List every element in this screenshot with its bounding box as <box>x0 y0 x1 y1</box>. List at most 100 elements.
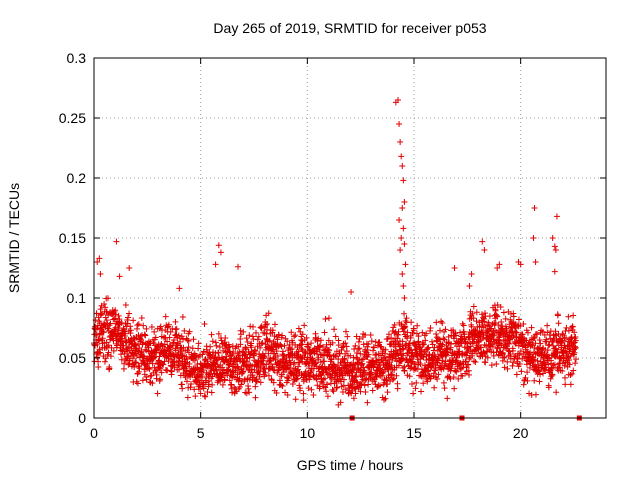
data-point <box>532 259 539 265</box>
data-point <box>284 338 291 345</box>
data-point <box>324 393 331 400</box>
data-point <box>274 352 281 359</box>
data-point <box>96 337 103 344</box>
data-point <box>191 367 198 374</box>
data-point <box>208 355 215 362</box>
data-point <box>517 322 524 329</box>
data-point <box>125 344 132 351</box>
data-point <box>396 217 403 223</box>
data-point <box>359 360 366 367</box>
data-point <box>281 342 288 349</box>
data-point <box>314 338 321 345</box>
data-point <box>165 321 172 328</box>
data-point <box>410 390 417 397</box>
data-point <box>501 354 508 361</box>
data-point <box>168 368 175 375</box>
data-point <box>203 346 210 353</box>
data-point <box>364 343 371 350</box>
data-point <box>249 333 256 340</box>
data-point <box>130 317 137 324</box>
data-point <box>543 338 550 345</box>
data-point <box>466 339 473 346</box>
data-point <box>94 325 101 332</box>
data-point <box>365 341 372 348</box>
data-point <box>473 318 480 325</box>
data-point <box>489 343 496 350</box>
data-point <box>524 329 531 336</box>
data-point <box>520 320 527 327</box>
data-point <box>269 364 276 371</box>
data-point <box>184 337 191 344</box>
data-point <box>257 344 264 351</box>
data-point <box>225 344 232 351</box>
data-point <box>387 378 394 385</box>
data-point <box>201 320 208 327</box>
data-point <box>154 390 161 397</box>
data-point <box>315 354 322 361</box>
y-tick-label: 0.2 <box>67 170 87 186</box>
data-point <box>97 306 104 313</box>
data-point <box>451 265 458 271</box>
data-point <box>433 331 440 338</box>
data-point <box>435 354 442 361</box>
x-tick-labels: 0 5 10 15 20 <box>90 425 529 441</box>
data-point <box>401 241 408 247</box>
data-point <box>295 325 302 332</box>
data-point <box>424 376 431 383</box>
data-point <box>403 356 410 363</box>
data-point <box>506 340 513 347</box>
data-point <box>549 372 556 379</box>
data-point <box>105 325 112 332</box>
data-point <box>289 381 296 388</box>
data-point <box>262 369 269 376</box>
data-point <box>164 338 171 345</box>
data-point <box>270 379 277 386</box>
data-point <box>544 347 551 354</box>
data-point <box>351 373 358 380</box>
data-point <box>283 358 290 365</box>
data-point <box>373 374 380 381</box>
data-point <box>118 319 125 326</box>
data-point <box>444 395 451 402</box>
data-point <box>439 319 446 326</box>
data-point <box>331 326 338 333</box>
data-point <box>334 384 341 391</box>
data-point <box>115 312 122 319</box>
data-point <box>453 368 460 375</box>
data-point <box>177 338 184 345</box>
data-point <box>552 247 559 253</box>
data-point <box>331 363 338 370</box>
data-point <box>365 351 372 358</box>
data-point <box>328 375 335 382</box>
data-point <box>218 372 225 379</box>
data-point <box>195 340 202 347</box>
data-point <box>186 361 193 368</box>
data-point <box>131 363 138 370</box>
data-point <box>271 321 278 328</box>
data-point <box>440 365 447 372</box>
data-point <box>497 304 504 311</box>
data-point <box>326 347 333 354</box>
data-point <box>342 328 349 335</box>
data-point <box>425 367 432 374</box>
data-point <box>369 387 376 394</box>
data-point <box>133 345 140 352</box>
data-point <box>392 355 399 362</box>
data-point <box>562 348 569 355</box>
data-point <box>143 376 150 383</box>
data-point <box>569 323 576 330</box>
data-point <box>218 337 225 344</box>
data-point <box>93 310 100 317</box>
data-point <box>468 271 475 277</box>
data-point <box>253 378 260 385</box>
data-point <box>362 388 369 395</box>
data-point <box>126 357 133 364</box>
data-point <box>107 320 114 327</box>
data-point <box>226 343 233 350</box>
data-point <box>279 383 286 390</box>
data-point <box>103 345 110 352</box>
data-point <box>221 377 228 384</box>
data-point <box>439 357 446 364</box>
data-point <box>134 380 141 387</box>
data-point <box>234 363 241 370</box>
